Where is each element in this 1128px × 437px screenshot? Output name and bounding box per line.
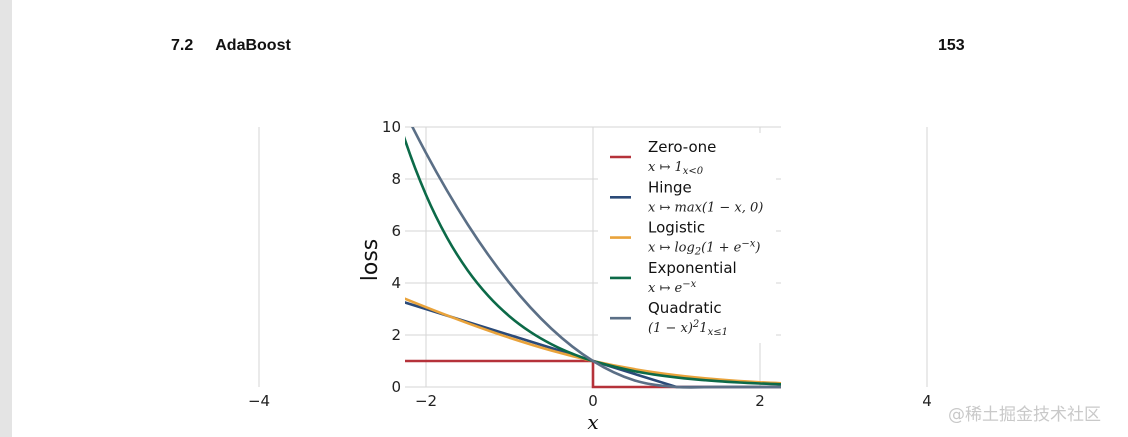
y-tick-label: 0 (391, 378, 401, 396)
series-lines (405, 127, 781, 389)
y-axis-label: loss (358, 239, 383, 282)
formula-part: x ↦ log (648, 241, 695, 256)
page-number: 153 (938, 37, 965, 54)
formula-part: x ↦ e (648, 281, 682, 296)
x-tick-label: −4 (248, 392, 270, 410)
watermark: @稀土掘金技术社区 (948, 405, 1101, 425)
tick-labels: −4 −2 0 2 4 0 2 4 6 8 10 (248, 118, 932, 410)
x-tick-label: 4 (922, 392, 932, 410)
y-tick-label: 8 (391, 170, 401, 188)
x-axis-label: x (587, 410, 598, 434)
running-header-section: 7.2 AdaBoost (171, 37, 291, 55)
x-tick-label: 2 (755, 392, 765, 410)
legend-label: Exponential (648, 259, 737, 277)
formula-part: 2 (694, 247, 701, 258)
formula-part: x≤1 (708, 327, 728, 338)
section-number: 7.2 (171, 37, 194, 54)
legend-label: Logistic (648, 219, 705, 237)
formula-part: ) (754, 241, 760, 256)
y-tick-label: 6 (391, 222, 401, 240)
series-line-zero-one (405, 359, 781, 389)
formula-part: x ↦ 1 (648, 160, 683, 175)
legend-formula: x ↦ e−x (648, 279, 697, 296)
y-tick-label: 4 (391, 274, 401, 292)
formula-part: x ↦ max(1 − x, 0) (648, 200, 763, 215)
section-title: AdaBoost (215, 37, 291, 54)
series-line-exponential (405, 135, 781, 386)
formula-part: (1 − x) (648, 321, 693, 336)
legend-label: Hinge (648, 178, 692, 196)
viewer-left-border (0, 0, 12, 437)
legend-formula: x ↦ log2(1 + e−x) (648, 239, 760, 258)
formula-part: 1 (699, 321, 707, 336)
legend-formula: x ↦ max(1 − x, 0) (648, 200, 763, 215)
formula-part: −x (741, 239, 755, 250)
legend-label: Zero-one (648, 138, 716, 156)
legend-label: Quadratic (648, 299, 722, 317)
y-tick-label: 10 (382, 118, 401, 136)
x-tick-label: −2 (415, 392, 437, 410)
legend-formula: (1 − x)21x≤1 (648, 319, 728, 338)
formula-part: −x (682, 279, 696, 290)
legend-formula: x ↦ 1x<0 (648, 160, 704, 177)
y-tick-label: 2 (391, 326, 401, 344)
x-tick-label: 0 (588, 392, 598, 410)
formula-part: x<0 (683, 166, 704, 177)
series-line-quadratic (410, 127, 781, 389)
formula-part: 2 (692, 319, 699, 330)
formula-part: (1 + e (701, 241, 742, 256)
